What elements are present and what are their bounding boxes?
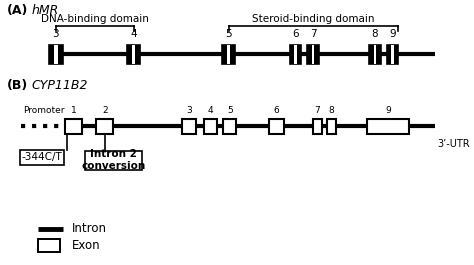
Text: Intron: Intron xyxy=(72,222,107,235)
Text: 8: 8 xyxy=(372,29,378,39)
Bar xyxy=(96,118,113,134)
Bar xyxy=(227,45,230,64)
Bar xyxy=(308,45,319,64)
Bar xyxy=(132,45,135,64)
Bar xyxy=(49,45,63,64)
Text: 4: 4 xyxy=(130,29,137,39)
Text: Intron 2
conversion: Intron 2 conversion xyxy=(82,149,146,171)
Text: 7: 7 xyxy=(310,29,316,39)
Text: (A): (A) xyxy=(7,4,28,17)
Bar xyxy=(367,118,410,134)
Text: 9: 9 xyxy=(390,29,396,39)
Text: 3: 3 xyxy=(53,29,59,39)
Text: 5: 5 xyxy=(226,29,232,39)
Text: CYP11B2: CYP11B2 xyxy=(32,79,88,92)
Text: -344C/T: -344C/T xyxy=(21,152,62,162)
Bar xyxy=(38,239,60,252)
Bar xyxy=(374,45,376,64)
Bar xyxy=(223,118,237,134)
Bar xyxy=(294,45,297,64)
Bar xyxy=(312,118,322,134)
Bar xyxy=(387,45,398,64)
Bar xyxy=(19,150,64,165)
Text: 3’-UTR: 3’-UTR xyxy=(437,139,470,149)
Bar xyxy=(392,45,394,64)
Bar xyxy=(127,45,140,64)
Bar xyxy=(370,45,381,64)
Text: 5: 5 xyxy=(227,106,233,115)
Bar xyxy=(55,45,58,64)
Bar xyxy=(85,151,142,170)
Text: 7: 7 xyxy=(315,106,320,115)
Text: (B): (B) xyxy=(7,79,28,92)
Text: Steroid-binding domain: Steroid-binding domain xyxy=(252,14,375,24)
Bar xyxy=(311,45,314,64)
Bar xyxy=(290,45,301,64)
Text: hMR: hMR xyxy=(32,4,59,17)
Text: 8: 8 xyxy=(329,106,335,115)
Text: 1: 1 xyxy=(71,106,77,115)
Bar xyxy=(65,118,82,134)
Bar xyxy=(182,118,196,134)
Bar xyxy=(269,118,284,134)
Text: 4: 4 xyxy=(207,106,213,115)
Text: DNA-binding domain: DNA-binding domain xyxy=(41,14,149,24)
Bar xyxy=(222,45,236,64)
Bar xyxy=(203,118,217,134)
Text: 6: 6 xyxy=(274,106,280,115)
Text: 3: 3 xyxy=(186,106,192,115)
Text: 9: 9 xyxy=(385,106,391,115)
Text: 2: 2 xyxy=(102,106,108,115)
Text: Exon: Exon xyxy=(72,239,100,252)
Text: Promoter: Promoter xyxy=(23,106,64,115)
Bar xyxy=(327,118,337,134)
Text: 6: 6 xyxy=(292,29,299,39)
